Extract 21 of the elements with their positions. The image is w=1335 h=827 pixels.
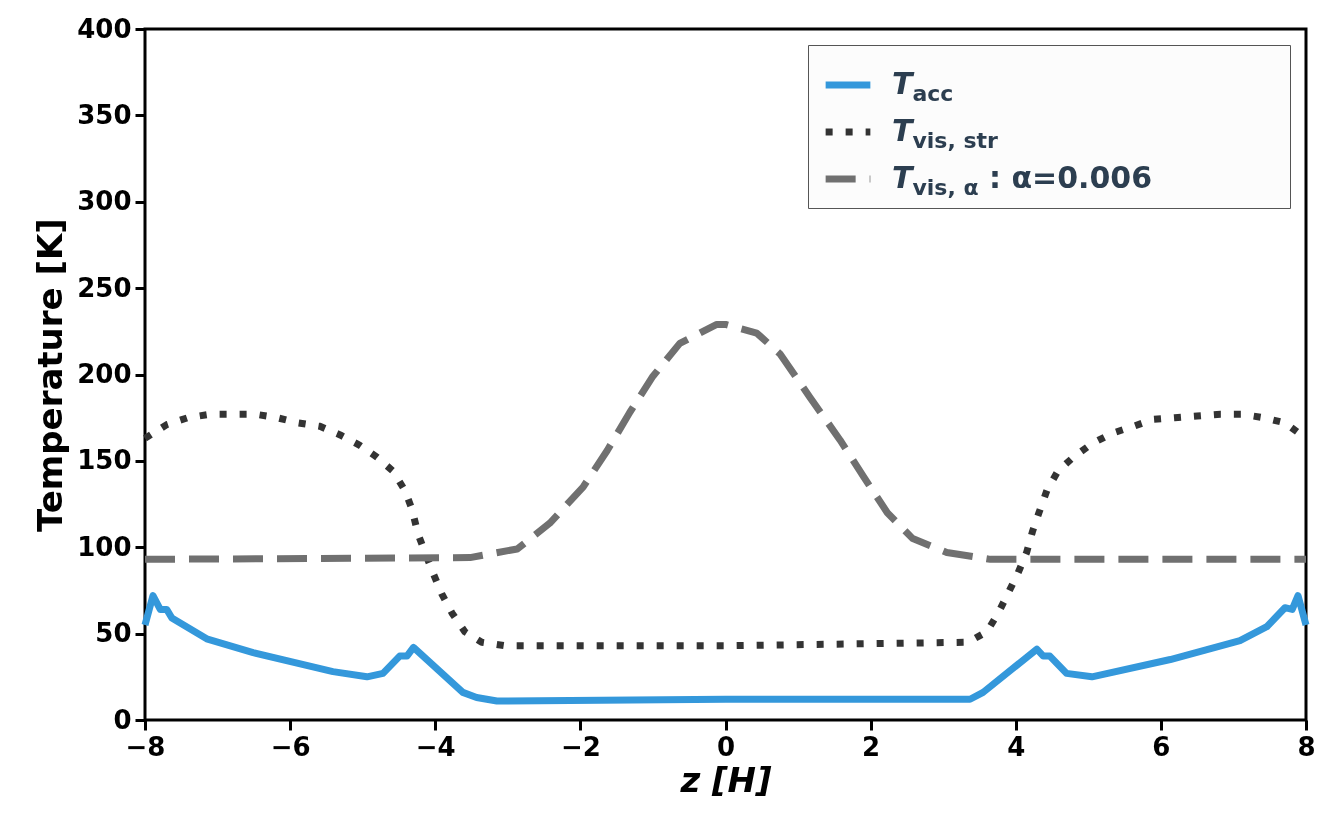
x-tick-label: −4 [415,731,456,762]
x-tick-label: 2 [862,731,881,762]
legend-label: T$_{vis, α}$ : α=0.006 [892,160,1153,200]
y-tick-label: 50 [95,618,132,649]
y-tick-label: 350 [77,99,132,130]
y-tick-label: 100 [77,531,132,562]
x-tick-label: 4 [1007,731,1026,762]
x-tick-label: −6 [270,731,311,762]
legend-label: T$_{vis, str}$ [892,113,999,153]
y-tick-label: 200 [77,359,132,389]
x-tick-label: 0 [716,731,736,762]
y-tick-label: 250 [77,272,132,303]
y-tick-label: 300 [77,186,132,217]
y-tick-label: 400 [77,13,132,44]
y-tick-label: 150 [77,445,132,476]
y-axis-title: Temperature [K] [30,218,71,532]
x-axis-title: z [H] [679,759,773,800]
x-tick-label: 8 [1297,731,1316,762]
x-tick-label: 6 [1152,731,1171,762]
legend-label: T$_{acc}$ [892,66,954,106]
x-tick-label: −2 [560,731,601,762]
